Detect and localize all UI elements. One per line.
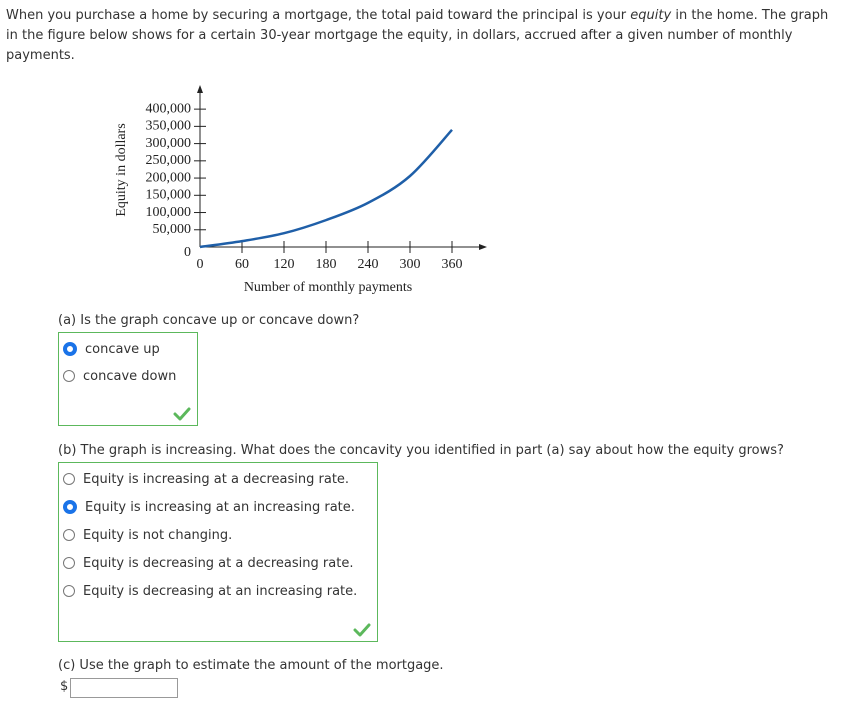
question: (b) The graph is increasing. What does t… — [58, 443, 784, 458]
option-label: concave down — [83, 368, 177, 384]
intro-text: When you purchase a home by securing a m… — [6, 6, 842, 66]
y-axis-label: Equity in dollars — [114, 123, 129, 216]
radio-button[interactable] — [63, 370, 75, 382]
check-icon — [353, 623, 371, 637]
dollar-prefix: $ — [60, 679, 69, 694]
option[interactable]: Equity is increasing at a decreasing rat… — [63, 469, 349, 489]
x-tick-label: 0 — [197, 257, 204, 272]
x-tick-label: 120 — [274, 257, 295, 272]
option-label: Equity is increasing at a decreasing rat… — [83, 471, 350, 487]
y-tick-label: 250,000 — [146, 153, 192, 168]
option[interactable]: concave down — [63, 366, 176, 386]
y-tick-label: 50,000 — [153, 222, 192, 237]
x-tick-label: 360 — [442, 257, 463, 272]
x-tick-label: 240 — [358, 257, 379, 272]
answer-box: concave up concave down — [58, 332, 198, 426]
y-axis-arrow — [197, 85, 203, 93]
radio-button[interactable] — [63, 500, 77, 514]
x-axis-arrow — [479, 244, 487, 250]
chart: Equity in dollars Number of monthly paym… — [114, 85, 487, 295]
y-tick-label: 0 — [184, 245, 191, 260]
y-tick-label: 350,000 — [146, 119, 192, 134]
answer-box: Equity is increasing at a decreasing rat… — [58, 462, 378, 642]
y-tick-label: 300,000 — [146, 136, 192, 151]
equity-curve — [199, 128, 453, 249]
option[interactable]: Equity is decreasing at an increasing ra… — [63, 581, 357, 601]
y-tick-label: 200,000 — [146, 170, 192, 185]
radio-button[interactable] — [63, 557, 75, 569]
option[interactable]: Equity is decreasing at a decreasing rat… — [63, 553, 353, 573]
radio-button[interactable] — [63, 529, 75, 541]
question-c: (c) Use the graph to estimate the amount… — [58, 658, 444, 673]
option-label: Equity is decreasing at a decreasing rat… — [83, 555, 354, 571]
radio-button[interactable] — [63, 342, 77, 356]
answer-input[interactable] — [70, 678, 178, 698]
y-tick-label: 150,000 — [146, 188, 192, 203]
check-icon — [173, 407, 191, 421]
x-tick-label: 180 — [316, 257, 337, 272]
option-label: concave up — [85, 341, 160, 357]
intro-before: When you purchase a home by securing a m… — [6, 8, 631, 23]
intro-emphasis: equity — [630, 8, 672, 23]
option-label: Equity is increasing at an increasing ra… — [85, 499, 355, 515]
radio-button[interactable] — [63, 473, 75, 485]
radio-button[interactable] — [63, 585, 75, 597]
question: (a) Is the graph concave up or concave d… — [58, 313, 360, 328]
option[interactable]: concave up — [63, 339, 160, 359]
option-label: Equity is not changing. — [83, 527, 233, 543]
y-tick-label: 100,000 — [146, 205, 192, 220]
intro-after: in the home. The graph in the figure bel… — [6, 8, 829, 63]
y-tick-label: 400,000 — [146, 101, 192, 116]
option-label: Equity is decreasing at an increasing ra… — [83, 583, 358, 599]
option[interactable]: Equity is increasing at an increasing ra… — [63, 497, 355, 517]
option[interactable]: Equity is not changing. — [63, 525, 232, 545]
x-tick-label: 60 — [235, 257, 249, 272]
x-tick-label: 300 — [400, 257, 421, 272]
x-axis-label: Number of monthly payments — [244, 280, 412, 295]
